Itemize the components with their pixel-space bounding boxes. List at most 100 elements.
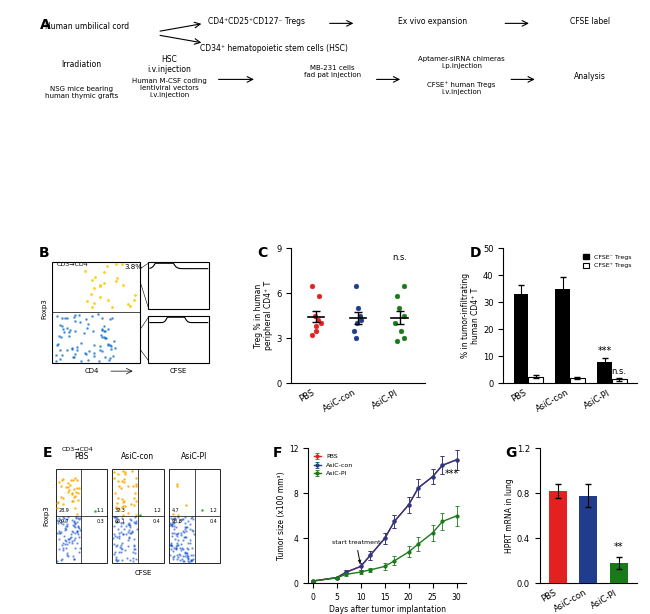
Point — [68, 551, 79, 561]
Point — [168, 518, 179, 528]
Point — [130, 290, 140, 300]
Point — [123, 535, 133, 545]
Point — [354, 311, 365, 321]
Point — [125, 529, 135, 538]
Text: Foxp3: Foxp3 — [41, 299, 47, 319]
Point — [124, 555, 135, 565]
Point — [104, 355, 114, 365]
Point — [109, 512, 119, 522]
Point — [395, 326, 406, 336]
Text: ***: *** — [445, 468, 459, 478]
Point — [65, 325, 75, 335]
Point — [76, 338, 86, 348]
Point — [60, 482, 71, 492]
Point — [113, 546, 124, 556]
Point — [177, 551, 188, 561]
Point — [52, 340, 62, 350]
Point — [171, 523, 181, 532]
Point — [90, 272, 101, 282]
Point — [181, 548, 191, 558]
Text: CD4: CD4 — [85, 368, 99, 374]
Point — [173, 511, 183, 521]
Point — [166, 541, 177, 551]
Point — [60, 525, 70, 535]
Point — [166, 543, 176, 553]
Point — [173, 540, 183, 550]
Point — [126, 529, 136, 538]
Point — [118, 466, 129, 476]
Point — [130, 544, 140, 554]
Point — [113, 555, 124, 565]
Point — [117, 538, 127, 548]
Point — [72, 345, 83, 355]
Point — [70, 473, 80, 483]
Point — [74, 547, 85, 557]
Point — [186, 555, 196, 565]
Y-axis label: % in tumor-infiltrating
human CD4⁺ T: % in tumor-infiltrating human CD4⁺ T — [461, 273, 480, 359]
Point — [72, 342, 82, 352]
Point — [53, 518, 64, 528]
Point — [119, 496, 129, 506]
Point — [120, 545, 130, 554]
Point — [109, 473, 119, 483]
Text: G: G — [506, 446, 517, 460]
Point — [186, 555, 196, 565]
Point — [60, 516, 71, 526]
Text: CD3→CD4: CD3→CD4 — [61, 447, 93, 452]
Point — [82, 323, 92, 333]
Point — [124, 533, 135, 543]
Point — [60, 313, 70, 323]
Bar — [570, 378, 585, 383]
Point — [179, 527, 189, 537]
Point — [111, 553, 121, 562]
Point — [62, 322, 72, 332]
Point — [187, 526, 197, 535]
Point — [108, 533, 118, 543]
Point — [99, 267, 109, 277]
Point — [175, 555, 185, 565]
Point — [68, 352, 78, 362]
Point — [69, 554, 79, 564]
Point — [56, 481, 66, 491]
Text: Analysis: Analysis — [574, 72, 606, 80]
Point — [73, 495, 83, 505]
Text: 0.4: 0.4 — [210, 519, 218, 524]
Point — [131, 473, 141, 483]
Point — [111, 541, 122, 551]
Point — [167, 531, 177, 541]
Point — [307, 281, 317, 291]
Point — [58, 543, 68, 553]
Point — [70, 491, 80, 501]
Point — [55, 320, 65, 330]
Point — [352, 319, 362, 328]
Point — [180, 548, 190, 558]
Point — [111, 343, 121, 353]
Point — [118, 529, 128, 538]
Point — [66, 536, 77, 546]
Point — [57, 519, 68, 529]
Point — [58, 545, 68, 555]
Text: CD3→CD4: CD3→CD4 — [57, 262, 88, 267]
Bar — [169, 468, 220, 563]
Point — [73, 514, 84, 524]
Point — [399, 333, 410, 343]
Point — [75, 317, 85, 327]
Point — [118, 474, 129, 484]
Point — [166, 520, 177, 530]
Point — [71, 513, 81, 523]
Text: NSG mice bearing
human thymic grafts: NSG mice bearing human thymic grafts — [45, 86, 118, 99]
Point — [188, 515, 198, 524]
Point — [127, 547, 138, 557]
Point — [64, 485, 74, 495]
Text: AsiC-con: AsiC-con — [122, 453, 155, 461]
Point — [70, 522, 81, 532]
Text: ***: *** — [597, 346, 612, 356]
Point — [66, 475, 76, 485]
Point — [79, 328, 89, 338]
Point — [75, 513, 85, 523]
Point — [129, 493, 139, 503]
Point — [120, 467, 130, 477]
Point — [107, 313, 117, 323]
Point — [127, 527, 137, 537]
Point — [111, 259, 121, 269]
